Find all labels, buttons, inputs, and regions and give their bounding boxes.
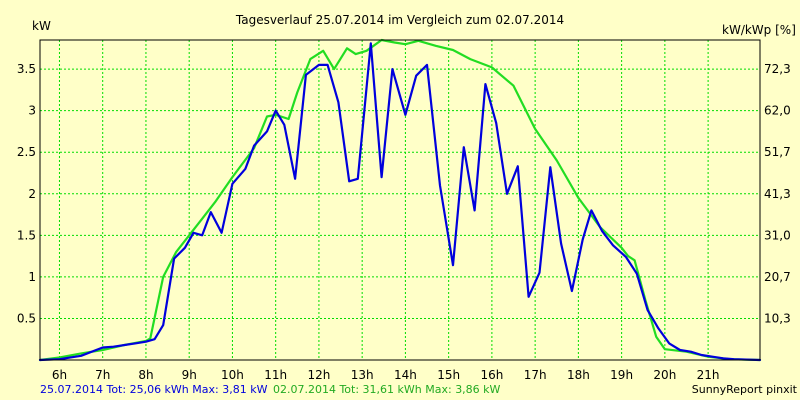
footer-summary: 25.07.2014 Tot: 25,06 kWh Max: 3,81 kW 0… [40, 383, 501, 396]
y-tick-label-left: 1 [28, 270, 36, 284]
x-tick-label: 14h [394, 368, 417, 382]
x-tick-label: 11h [264, 368, 287, 382]
x-tick-label: 7h [95, 368, 110, 382]
x-tick-label: 12h [307, 368, 330, 382]
y-tick-label-right: 20,7 [764, 270, 791, 284]
y-tick-label-left: 3.5 [17, 62, 36, 76]
series-line-25-07-2014 [38, 42, 762, 362]
x-tick-label: 6h [52, 368, 67, 382]
x-tick-label: 16h [480, 368, 503, 382]
y-tick-label-left: 2.5 [17, 145, 36, 159]
y-tick-label-right: 41,3 [764, 187, 791, 201]
y-tick-label-left: 0.5 [17, 311, 36, 325]
y-tick-label-left: 2 [28, 187, 36, 201]
right-axis-unit: kW/kWp [%] [722, 23, 796, 37]
x-tick-label: 20h [653, 368, 676, 382]
x-tick-label: 17h [524, 368, 547, 382]
left-axis-unit: kW [32, 19, 51, 33]
y-tick-label-left: 1.5 [17, 228, 36, 242]
x-tick-label: 18h [567, 368, 590, 382]
x-tick-label: 21h [697, 368, 720, 382]
y-tick-label-right: 62,0 [764, 104, 791, 118]
footer-credit: SunnyReport pinxit [692, 383, 798, 396]
footer-series1-summary: 25.07.2014 Tot: 25,06 kWh Max: 3,81 kW [40, 383, 268, 396]
plot-frame [39, 39, 761, 361]
y-tick-label-right: 31,0 [764, 228, 791, 242]
x-tick-label: 19h [610, 368, 633, 382]
chart-title: Tagesverlauf 25.07.2014 im Vergleich zum… [235, 13, 564, 27]
y-tick-label-right: 72,3 [764, 62, 791, 76]
footer-series2-summary: 02.07.2014 Tot: 31,61 kWh Max: 3,86 kW [273, 383, 501, 396]
y-tick-label-right: 51,7 [764, 145, 791, 159]
x-tick-label: 10h [221, 368, 244, 382]
y-tick-label-right: 10,3 [764, 311, 791, 325]
series-line-02-07-2014 [38, 38, 762, 362]
x-tick-label: 15h [437, 368, 460, 382]
x-tick-label: 9h [182, 368, 197, 382]
x-tick-label: 8h [138, 368, 153, 382]
x-tick-label: 13h [351, 368, 374, 382]
y-tick-label-left: 3 [28, 104, 36, 118]
